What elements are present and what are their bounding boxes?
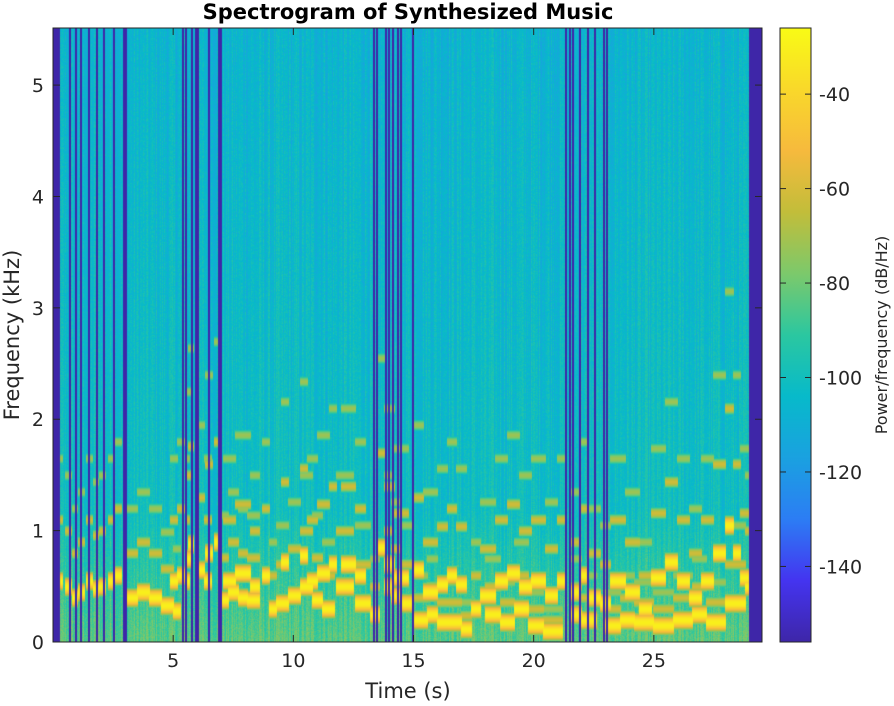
colorbar-label: Power/frequency (dB/Hz) [872, 236, 891, 435]
colorbar-tick-label: -80 [819, 273, 850, 295]
y-axis: 0 1 2 3 4 5 [32, 75, 762, 654]
x-tick-label: 25 [642, 650, 666, 672]
y-tick-label: 4 [32, 186, 44, 208]
x-tick-label: 15 [401, 650, 425, 672]
y-tick-label: 0 [32, 632, 44, 654]
y-tick-label: 2 [32, 409, 44, 431]
colorbar-gradient [780, 28, 811, 642]
x-tick-label: 5 [167, 650, 179, 672]
colorbar-tick-label: -120 [819, 462, 862, 484]
colorbar-ticks: -40 -60 -80 -100 -120 -140 [780, 84, 862, 578]
colorbar-frame [779, 27, 812, 643]
x-tick-label: 10 [281, 650, 305, 672]
spectrogram-image [53, 28, 762, 642]
x-axis-label: Time (s) [364, 679, 450, 703]
plot-area [53, 28, 762, 642]
chart-title: Spectrogram of Synthesized Music [203, 0, 614, 24]
x-tick-label: 20 [522, 650, 546, 672]
x-axis: 5 10 15 20 25 [167, 28, 666, 672]
colorbar: -40 -60 -80 -100 -120 -140 Power/frequency (d… [779, 27, 891, 643]
colorbar-tick-label: -100 [819, 368, 862, 390]
plot-frame [52, 27, 763, 643]
y-axis-label: Frequency (kHz) [0, 250, 24, 421]
colorbar-tick-label: -60 [819, 179, 850, 201]
y-tick-label: 3 [32, 298, 44, 320]
y-tick-label: 5 [32, 75, 44, 97]
colorbar-tick-label: -140 [819, 556, 862, 578]
colorbar-tick-label: -40 [819, 84, 850, 106]
y-tick-label: 1 [32, 521, 44, 543]
